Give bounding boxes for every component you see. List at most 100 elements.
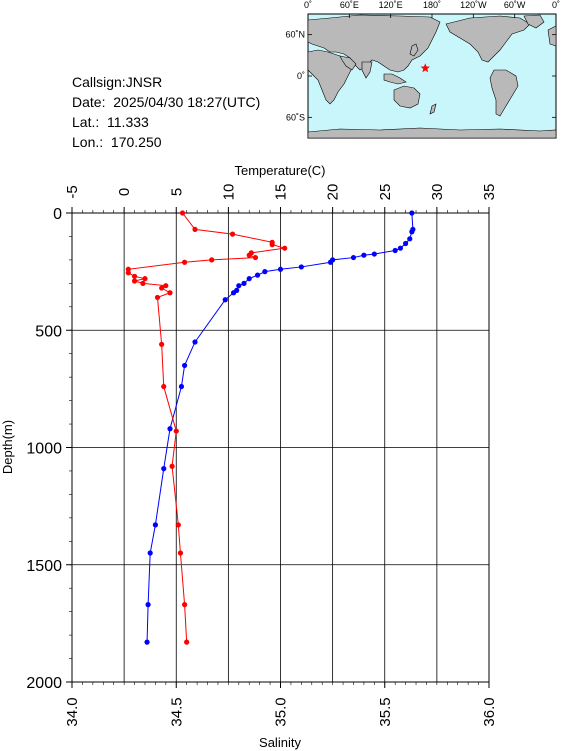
- data-point: [167, 426, 173, 432]
- data-point: [407, 236, 413, 242]
- data-point: [177, 550, 184, 556]
- data-point: [181, 362, 188, 369]
- data-point: [229, 231, 236, 237]
- data-point: [159, 341, 165, 347]
- temperature-axis-title: Temperature(C): [234, 163, 325, 178]
- data-point: [282, 245, 288, 251]
- map-lon-label: 120˚E: [379, 0, 403, 10]
- data-point: [209, 257, 215, 263]
- map-lon-label: 0˚: [552, 0, 560, 10]
- data-point: [246, 276, 252, 282]
- data-point: [252, 254, 259, 261]
- temperature-tick-label: 25: [377, 184, 394, 201]
- data-point: [392, 247, 398, 254]
- data-point: [131, 273, 138, 279]
- north-america-landmass: [445, 15, 531, 63]
- depth-axis-ticks: 0 500 1000 1500 2000: [26, 206, 72, 692]
- depth-tick-label: 500: [35, 323, 62, 340]
- data-point: [230, 290, 237, 296]
- data-point: [330, 257, 336, 263]
- series-bottom-axis: [125, 210, 288, 645]
- date-text: Date: 2025/04/30 18:27(UTC): [72, 94, 261, 110]
- map-lat-label: 60˚N: [285, 30, 305, 40]
- japan-islands: [409, 43, 419, 57]
- data-point: [241, 280, 247, 286]
- data-point: [167, 290, 173, 296]
- data-point: [192, 339, 198, 345]
- depth-tick-label: 0: [53, 206, 62, 223]
- data-point: [147, 550, 153, 556]
- western-europe-edge: [547, 25, 557, 47]
- callsign-text: Callsign:JNSR: [72, 74, 163, 90]
- indonesia-islands: [383, 73, 407, 85]
- salinity-tick-label: 35.5: [377, 697, 394, 726]
- data-point: [277, 266, 284, 272]
- temperature-tick-label: 10: [220, 184, 237, 201]
- map-lat-label: 60˚S: [286, 112, 305, 122]
- data-point: [269, 242, 275, 248]
- data-point: [169, 463, 175, 469]
- data-point: [350, 254, 357, 261]
- data-point: [361, 252, 367, 258]
- map-lat-label: 0˚: [297, 71, 305, 81]
- lon-text: Lon.: 170.250: [72, 134, 162, 150]
- eurasia-landmass: [307, 14, 441, 73]
- map-lon-label: 120˚W: [460, 0, 487, 10]
- data-point: [246, 252, 252, 258]
- map-land: [307, 14, 557, 139]
- data-point: [254, 272, 261, 278]
- data-point: [262, 269, 268, 275]
- data-point: [161, 383, 167, 390]
- data-point: [145, 602, 151, 608]
- data-point: [371, 251, 377, 257]
- data-point: [154, 294, 161, 301]
- data-point: [403, 240, 409, 247]
- series-layer: [125, 210, 416, 645]
- plot-frame: [71, 212, 490, 683]
- data-point: [409, 210, 415, 216]
- data-point: [234, 287, 240, 293]
- depth-tick-label: 1000: [26, 441, 62, 458]
- map-latitude-labels: 60˚N 0˚ 60˚S: [285, 30, 305, 123]
- series-line: [146, 212, 414, 643]
- data-point: [125, 266, 131, 272]
- data-point: [410, 226, 416, 233]
- arabia-landmass: [339, 55, 357, 71]
- australia-landmass: [393, 85, 421, 109]
- salinity-axis-title: Salinity: [259, 735, 301, 750]
- lat-text: Lat.: 11.333: [72, 114, 149, 130]
- africa-landmass: [307, 49, 353, 105]
- data-point: [131, 278, 138, 284]
- salinity-tick-label: 36.0: [481, 697, 498, 726]
- salinity-tick-label: 35.0: [273, 697, 290, 726]
- temperature-tick-label: 0: [116, 188, 133, 196]
- temperature-tick-label: 35: [481, 184, 498, 201]
- data-point: [163, 283, 169, 289]
- temperature-axis-ticks: -5 0 5 10 15 20 25 30 35: [64, 184, 498, 213]
- data-point: [269, 239, 275, 245]
- data-point: [397, 245, 403, 251]
- south-america-landmass: [489, 69, 519, 117]
- greenland-landmass: [523, 14, 545, 29]
- data-point: [192, 226, 198, 233]
- data-point: [181, 602, 188, 608]
- series-line: [127, 212, 285, 643]
- data-point: [222, 297, 228, 303]
- data-point: [178, 383, 185, 390]
- data-point: [142, 276, 148, 282]
- map-lon-label: 0˚: [304, 0, 312, 10]
- temperature-tick-label: 30: [429, 184, 446, 201]
- new-zealand-islands: [429, 103, 437, 115]
- antarctica-landmass: [307, 127, 557, 139]
- map-ticks: [307, 14, 557, 118]
- data-point: [125, 270, 131, 276]
- data-point: [184, 639, 190, 645]
- depth-tick-label: 2000: [26, 675, 62, 692]
- station-info: Callsign:JNSR Date: 2025/04/30 18:27(UTC…: [72, 72, 260, 152]
- salinity-tick-label: 34.0: [64, 697, 81, 726]
- india-landmass: [361, 61, 373, 79]
- data-point: [248, 250, 254, 256]
- temperature-tick-label: 20: [325, 184, 342, 201]
- temperature-tick-label: -5: [64, 185, 81, 198]
- salinity-axis-ticks: 34.0 34.5 35.0 35.5 36.0: [64, 682, 498, 727]
